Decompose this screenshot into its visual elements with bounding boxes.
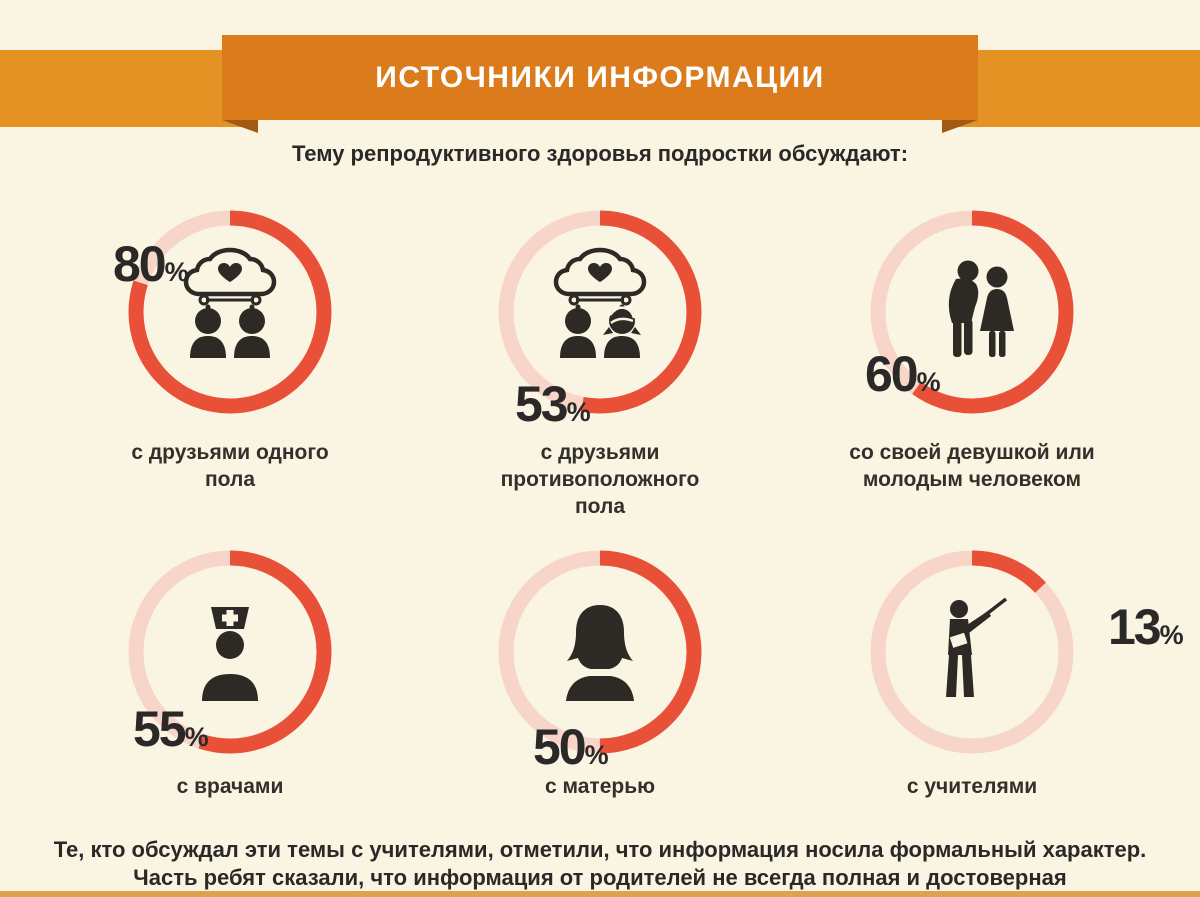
percent-label: 50% [533, 719, 609, 775]
teacher-with-pointer-icon [946, 597, 1008, 697]
ribbon-wing-right [954, 50, 1200, 127]
donut-arc [498, 210, 702, 414]
title-banner: ИСТОЧНИКИ ИНФОРМАЦИИ [222, 35, 978, 120]
percent-label: 60% [865, 346, 941, 402]
donut-card-couple: 60% со своей девушкой или молодым челове… [792, 207, 1152, 493]
donut-chart: 55% [125, 547, 335, 757]
donut-arc [128, 550, 332, 754]
donut-arc [870, 210, 1074, 414]
donut-card-teacher: 13% с учителями [792, 547, 1184, 800]
friends-opposite-sex-icon [553, 247, 647, 358]
mother-icon [566, 605, 634, 701]
donut-chart: 60% [865, 207, 1077, 417]
donut-chart: 13% [867, 547, 1184, 757]
donut-caption: с друзьями одного пола [131, 441, 329, 491]
percent-label: 55% [133, 701, 209, 757]
donut-arc [870, 550, 1074, 754]
donut-ring [128, 210, 332, 414]
donut-caption: с друзьями противоположного пола [500, 441, 700, 518]
footnote-line-1: Те, кто обсуждал эти темы с учителями, о… [53, 837, 1147, 862]
percent-label: 80% [113, 236, 189, 292]
subtitle: Тему репродуктивного здоровья подростки … [291, 141, 909, 166]
donut-card-mother: 50% с матерью [420, 547, 780, 800]
donut-chart: 53% [495, 207, 705, 432]
donut-chart: 50% [495, 547, 705, 775]
couple-kissing-icon [948, 260, 1014, 357]
bottom-strip [0, 891, 1200, 897]
donut-caption: со своей девушкой или молодым человеком [849, 441, 1095, 491]
donut-caption: с матерью [544, 775, 656, 798]
donut-ring [870, 550, 1074, 754]
footnote: Те, кто обсуждал эти темы с учителями, о… [0, 836, 1200, 892]
donut-ring [498, 210, 702, 414]
donut-caption: с учителями [906, 775, 1038, 798]
friends-same-sex-icon [183, 247, 277, 358]
doctor-icon [202, 607, 258, 701]
donut-chart: 80% [113, 207, 335, 417]
donut-card-doctor: 55% с врачами [50, 547, 410, 800]
page-title: ИСТОЧНИКИ ИНФОРМАЦИИ [375, 60, 825, 94]
footnote-line-2: Часть ребят сказали, что информация от р… [133, 865, 1067, 890]
donut-ring [870, 210, 1074, 414]
donut-card-friends-opposite-sex: 53% с друзьями противоположного пола [420, 207, 780, 520]
percent-label: 53% [515, 376, 591, 432]
donut-ring [128, 550, 332, 754]
percent-label: 13% [1108, 599, 1184, 655]
donut-card-friends-same-sex: 80% с друзьями одного пола [50, 207, 410, 493]
donut-arc [498, 550, 702, 754]
ribbon-wing-left [0, 50, 246, 127]
donut-caption: с врачами [176, 775, 284, 798]
donut-ring [498, 550, 702, 754]
donut-arc [128, 210, 332, 414]
